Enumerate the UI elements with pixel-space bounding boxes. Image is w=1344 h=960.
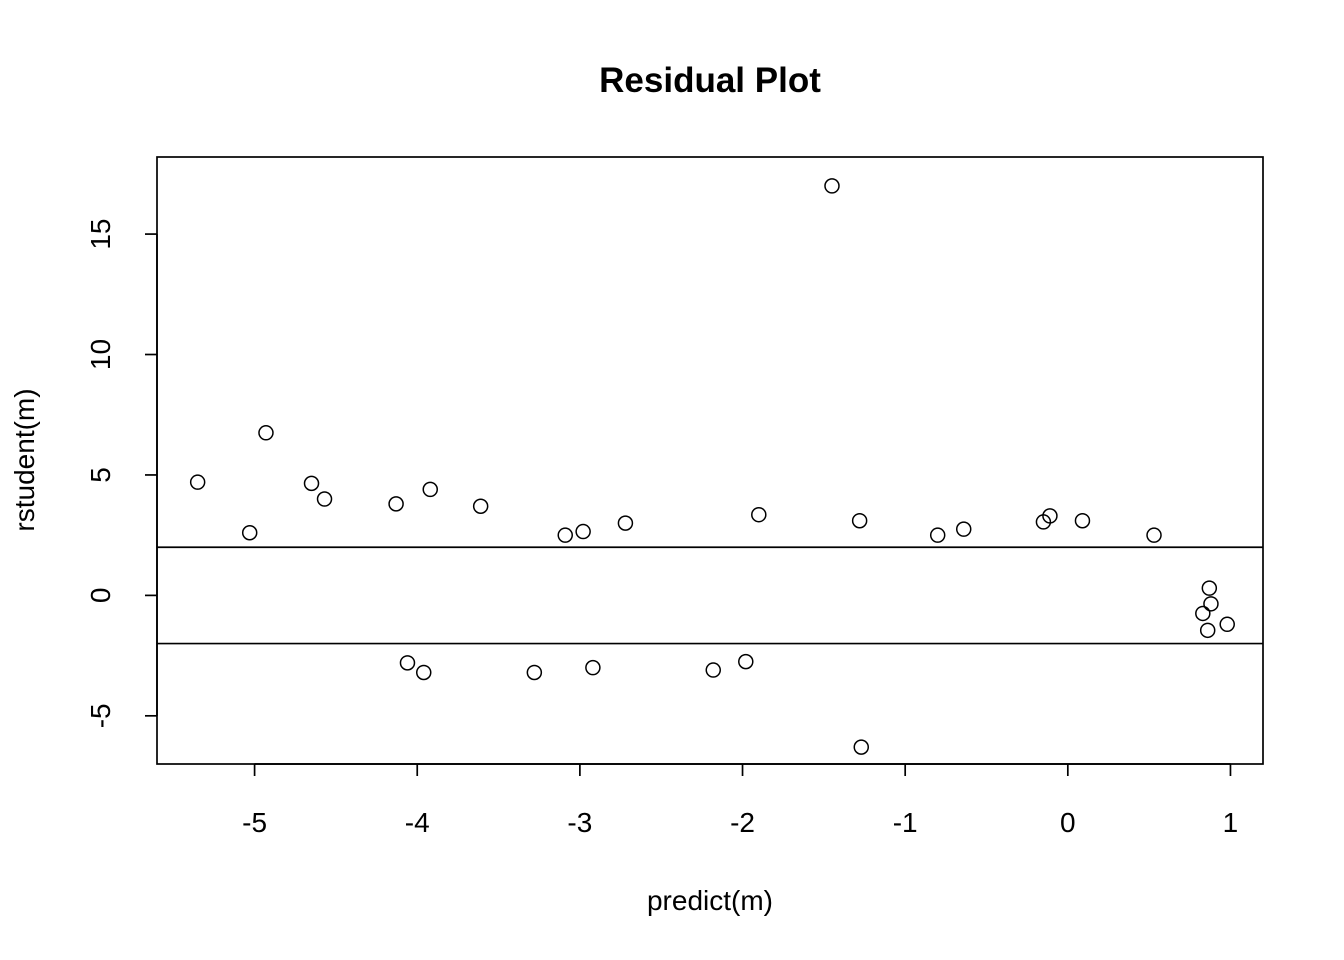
chart-title: Residual Plot: [599, 61, 821, 100]
data-point: [1219, 616, 1235, 633]
x-axis-label: predict(m): [647, 885, 773, 916]
data-point: [738, 653, 754, 670]
data-point: [575, 523, 591, 540]
y-tick-label: 5: [85, 467, 116, 483]
x-tick-label: 0: [1060, 807, 1076, 838]
data-point: [422, 481, 438, 498]
data-point: [241, 525, 258, 541]
data-point: [751, 506, 767, 523]
x-tick-label: -5: [242, 807, 267, 838]
data-points: [189, 178, 1235, 755]
data-point: [557, 527, 573, 543]
data-point: [705, 662, 722, 678]
y-tick-label: 10: [85, 339, 116, 370]
data-point: [617, 515, 634, 531]
data-point: [472, 498, 489, 515]
data-point: [929, 527, 946, 543]
data-point: [258, 425, 274, 441]
axes: -5 -4 -3 -2 -1 0 1 -5 0 5 10 15: [85, 219, 1238, 838]
data-point: [1199, 622, 1216, 639]
data-point: [824, 178, 840, 194]
x-tick-label: -4: [405, 807, 430, 838]
x-tick-label: 1: [1223, 807, 1239, 838]
x-tick-label: -2: [730, 807, 755, 838]
data-point: [1146, 527, 1162, 543]
data-point: [1042, 508, 1058, 524]
data-point: [526, 664, 543, 681]
data-point: [399, 655, 416, 671]
data-point: [303, 475, 320, 492]
data-point: [1203, 596, 1219, 612]
data-point: [585, 659, 601, 676]
data-point: [189, 474, 206, 490]
y-axis-label: rstudent(m): [9, 388, 40, 531]
y-tick-label: 15: [85, 219, 116, 250]
data-point: [1201, 580, 1218, 596]
x-tick-label: -3: [567, 807, 592, 838]
data-point: [851, 512, 868, 529]
plot-frame: [156, 156, 1264, 765]
data-point: [1195, 605, 1211, 622]
data-point: [1074, 512, 1091, 529]
data-point: [415, 664, 432, 681]
y-tick-label: -5: [85, 703, 116, 728]
data-point: [853, 739, 870, 755]
y-tick-label: 0: [85, 588, 116, 604]
data-point: [388, 496, 404, 512]
reference-lines: [157, 546, 1263, 645]
data-point: [316, 491, 333, 507]
x-tick-label: -1: [893, 807, 918, 838]
data-point: [955, 521, 972, 537]
